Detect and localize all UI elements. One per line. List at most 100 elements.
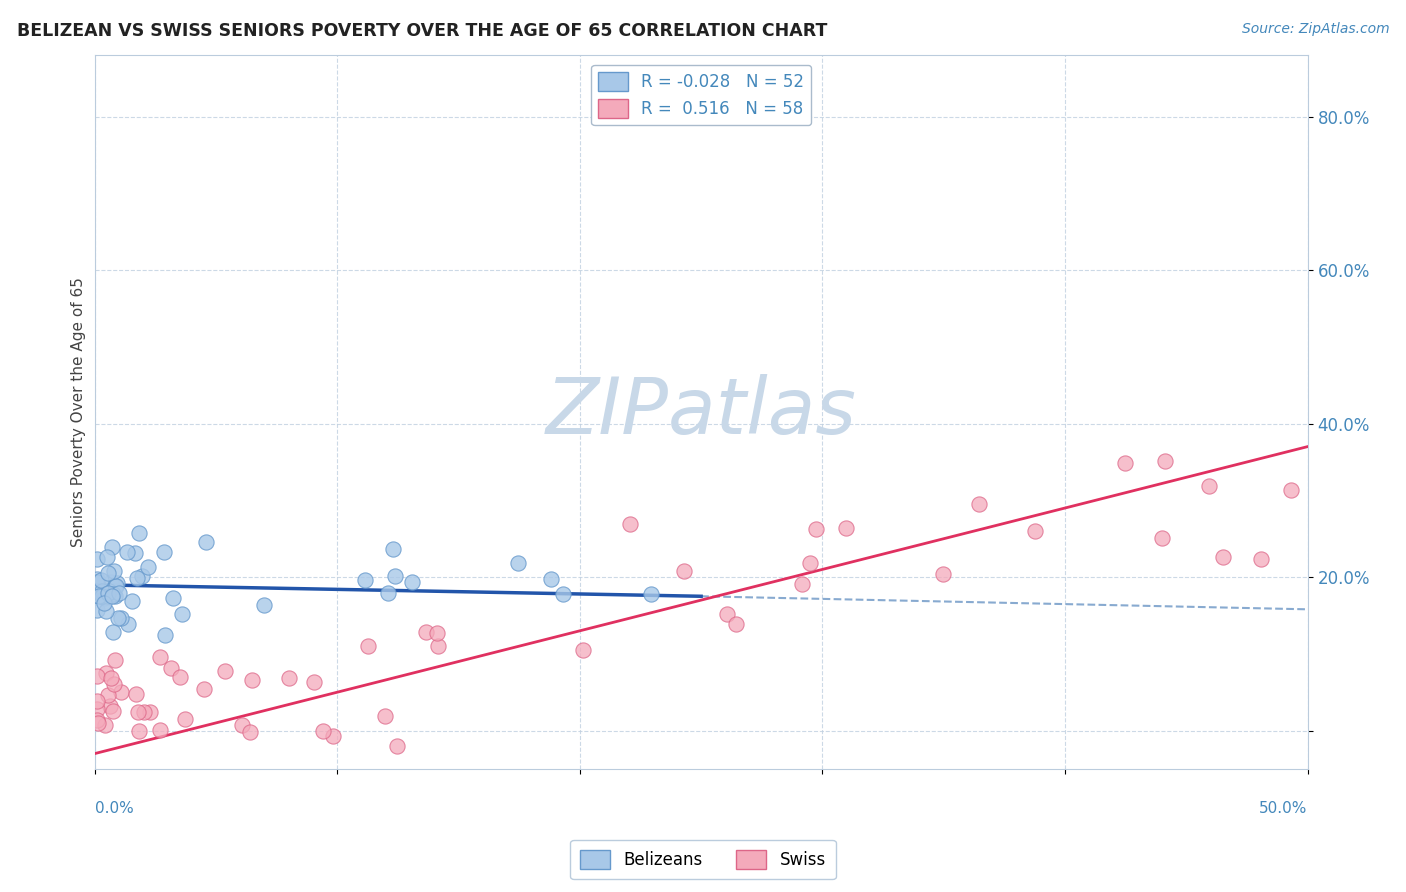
Point — [427, 639, 450, 653]
Point — [790, 577, 813, 591]
Point — [1198, 479, 1220, 493]
Point — [101, 589, 124, 603]
Point — [1152, 531, 1174, 545]
Legend: Belizeans, Swiss: Belizeans, Swiss — [571, 840, 835, 880]
Point — [1279, 483, 1302, 498]
Point — [124, 546, 146, 560]
Point — [159, 661, 181, 675]
Point — [86, 713, 108, 727]
Point — [86, 669, 108, 683]
Point — [100, 671, 122, 685]
Point — [377, 585, 399, 599]
Point — [540, 573, 562, 587]
Point — [572, 642, 595, 657]
Point — [97, 586, 120, 600]
Point — [387, 739, 409, 753]
Point — [104, 589, 127, 603]
Point — [799, 556, 821, 570]
Point — [101, 540, 124, 554]
Legend: R = -0.028   N = 52, R =  0.516   N = 58: R = -0.028 N = 52, R = 0.516 N = 58 — [592, 65, 811, 125]
Point — [86, 716, 108, 731]
Point — [278, 672, 301, 686]
Point — [97, 566, 120, 580]
Point — [86, 552, 108, 566]
Point — [86, 572, 108, 586]
Point — [136, 559, 159, 574]
Point — [96, 666, 118, 681]
Point — [128, 723, 150, 738]
Point — [322, 729, 344, 743]
Point — [104, 579, 127, 593]
Point — [312, 724, 335, 739]
Point — [101, 587, 124, 601]
Point — [673, 564, 696, 578]
Point — [374, 708, 396, 723]
Point — [357, 639, 380, 653]
Point — [94, 718, 117, 732]
Point — [149, 723, 172, 737]
Point — [93, 596, 115, 610]
Point — [94, 604, 117, 618]
Point — [1024, 524, 1046, 539]
Point — [193, 681, 215, 696]
Point — [415, 625, 437, 640]
Point — [134, 705, 156, 719]
Text: ZIPatlas: ZIPatlas — [546, 374, 856, 450]
Point — [162, 591, 184, 605]
Point — [91, 589, 114, 603]
Point — [103, 704, 125, 718]
Point — [1114, 456, 1136, 470]
Point — [804, 522, 827, 536]
Point — [115, 544, 138, 558]
Point — [1212, 549, 1234, 564]
Point — [153, 545, 176, 559]
Point — [231, 718, 253, 732]
Point — [194, 534, 217, 549]
Y-axis label: Seniors Poverty Over the Age of 65: Seniors Poverty Over the Age of 65 — [72, 277, 86, 547]
Point — [932, 566, 955, 581]
Point — [128, 526, 150, 541]
Point — [121, 594, 143, 608]
Point — [103, 677, 125, 691]
Point — [253, 599, 276, 613]
Point — [86, 702, 108, 716]
Text: Source: ZipAtlas.com: Source: ZipAtlas.com — [1241, 22, 1389, 37]
Point — [93, 585, 115, 599]
Point — [835, 521, 858, 535]
Point — [98, 698, 121, 713]
Point — [107, 610, 129, 624]
Point — [127, 705, 149, 719]
Point — [86, 575, 108, 590]
Point — [139, 705, 162, 719]
Point — [426, 626, 449, 640]
Point — [86, 603, 108, 617]
Point — [551, 586, 574, 600]
Point — [96, 549, 118, 564]
Point — [401, 574, 423, 589]
Point — [354, 573, 377, 587]
Point — [131, 569, 153, 583]
Point — [716, 607, 738, 621]
Point — [110, 611, 132, 625]
Point — [124, 687, 146, 701]
Point — [103, 625, 125, 640]
Point — [969, 498, 991, 512]
Text: 0.0%: 0.0% — [94, 801, 134, 816]
Point — [240, 673, 263, 688]
Point — [96, 689, 118, 703]
Point — [93, 591, 115, 605]
Point — [304, 674, 326, 689]
Point — [725, 617, 748, 632]
Point — [619, 516, 641, 531]
Point — [149, 650, 172, 665]
Point — [100, 574, 122, 589]
Point — [104, 653, 127, 667]
Point — [153, 628, 176, 642]
Point — [117, 616, 139, 631]
Point — [90, 584, 112, 599]
Text: BELIZEAN VS SWISS SENIORS POVERTY OVER THE AGE OF 65 CORRELATION CHART: BELIZEAN VS SWISS SENIORS POVERTY OVER T… — [17, 22, 827, 40]
Point — [90, 574, 112, 588]
Point — [239, 724, 262, 739]
Point — [105, 579, 128, 593]
Point — [1250, 552, 1272, 566]
